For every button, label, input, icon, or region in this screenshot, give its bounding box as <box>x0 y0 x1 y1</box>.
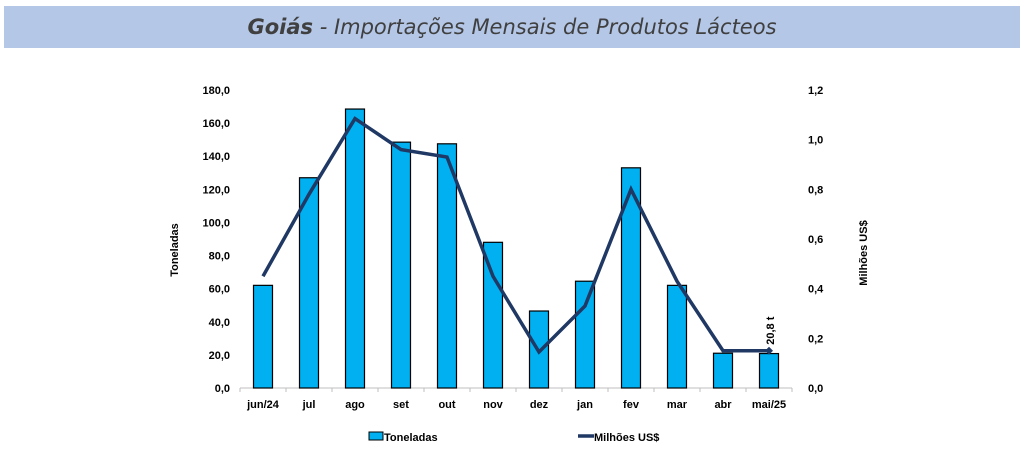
left-tick-label: 0,0 <box>215 383 230 395</box>
bars-toneladas <box>252 108 780 389</box>
bar <box>436 143 458 389</box>
left-tick-label: 120,0 <box>202 184 230 196</box>
legend-label-milhoes: Milhões US$ <box>594 432 659 444</box>
x-tick-label: mai/25 <box>752 399 786 411</box>
line-marker <box>765 346 773 355</box>
bar <box>482 241 504 389</box>
bar <box>666 284 688 389</box>
left-axis-label: Toneladas <box>169 223 181 277</box>
x-tick-label: jul <box>302 399 316 411</box>
legend-label-toneladas: Toneladas <box>384 432 438 444</box>
x-tick-label: out <box>438 399 455 411</box>
bar <box>574 280 596 389</box>
x-tick-label: jun/24 <box>246 399 280 411</box>
right-tick-label: 0,4 <box>808 284 824 296</box>
left-tick-label: 140,0 <box>202 151 230 163</box>
right-tick-label: 0,6 <box>808 234 823 246</box>
line-milhoes-usd <box>261 116 773 355</box>
left-tick-label: 80,0 <box>209 251 230 263</box>
x-tick-label: fev <box>623 399 640 411</box>
bar <box>344 108 366 389</box>
left-tick-label: 40,0 <box>209 317 230 329</box>
right-tick-label: 0,8 <box>808 184 823 196</box>
title-subtitle: - Importações Mensais de Produtos Lácteo… <box>313 15 777 39</box>
bar <box>390 141 412 389</box>
bar <box>712 352 734 389</box>
x-axis-ticks: jun/24 jul ago set out nov dez jan fev mar abr mai/… <box>239 388 793 411</box>
left-axis-ticks: 0,0 20,0 40,0 60,0 80,0 100,0 120,0 140,0 160,0 1… <box>202 85 230 395</box>
legend-swatch-toneladas <box>368 431 384 441</box>
x-tick-label: abr <box>714 399 732 411</box>
bar <box>620 167 642 389</box>
line-series <box>261 116 769 355</box>
x-tick-label: dez <box>530 399 549 411</box>
right-axis-label: Milhões US$ <box>858 220 870 285</box>
data-label: 20,8 t <box>765 316 777 344</box>
right-tick-label: 1,2 <box>808 85 823 97</box>
annotations: 20,8 t <box>765 316 777 344</box>
right-tick-label: 0,2 <box>808 333 823 345</box>
left-tick-label: 180,0 <box>202 85 230 97</box>
chart-title: Goiás - Importações Mensais de Produtos … <box>247 15 776 39</box>
x-tick-label: jan <box>576 399 593 411</box>
title-banner: Goiás - Importações Mensais de Produtos … <box>4 6 1020 48</box>
bar <box>252 284 274 389</box>
x-tick-label: mar <box>667 399 688 411</box>
left-tick-label: 160,0 <box>202 118 230 130</box>
legend: Toneladas Milhões US$ <box>368 431 659 444</box>
right-tick-label: 0,0 <box>808 383 823 395</box>
bar <box>758 352 780 389</box>
x-tick-label: ago <box>345 399 365 411</box>
x-tick-label: set <box>393 399 409 411</box>
right-tick-label: 1,0 <box>808 135 823 147</box>
right-axis-ticks: 0,0 0,2 0,4 0,6 0,8 1,0 1,2 <box>808 85 824 395</box>
left-tick-label: 20,0 <box>209 350 230 362</box>
left-tick-label: 100,0 <box>202 217 230 229</box>
bar <box>298 177 320 389</box>
left-tick-label: 60,0 <box>209 284 230 296</box>
x-tick-label: nov <box>483 399 503 411</box>
title-state: Goiás <box>247 15 314 39</box>
